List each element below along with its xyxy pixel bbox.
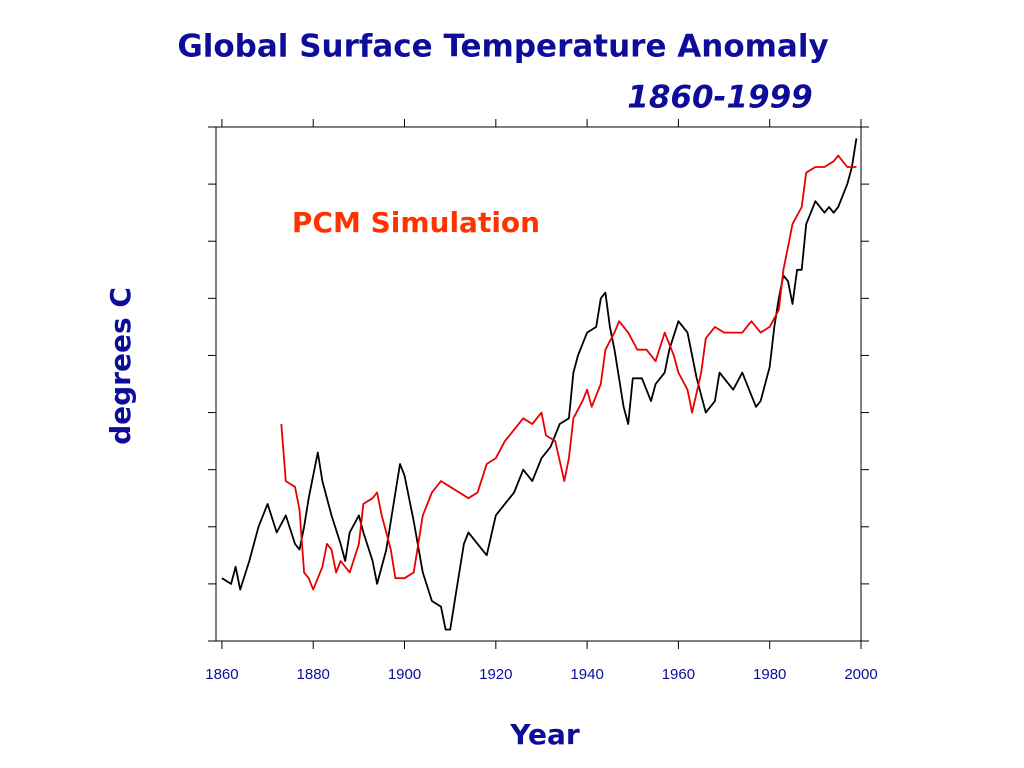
x-tick-label: 1940 [570, 666, 603, 683]
x-tick-label: 1920 [479, 666, 512, 683]
x-tick-label: 1960 [662, 666, 695, 683]
x-axis-label: Year [509, 718, 580, 751]
chart-title: Global Surface Temperature Anomaly [177, 29, 828, 65]
series-line [280, 154, 857, 591]
series-label: PCM Simulation [292, 206, 540, 239]
chart-subtitle: 1860-1999 [627, 80, 812, 116]
x-tick-label: 1860 [205, 666, 238, 683]
x-tick-label: 1900 [388, 666, 421, 683]
x-tick-label: 1980 [753, 666, 786, 683]
y-axis-label: degrees C [104, 287, 137, 445]
plot-frame [215, 126, 862, 642]
series-line [221, 138, 858, 631]
x-tick-label: 2000 [844, 666, 877, 683]
x-tick-label: 1880 [297, 666, 330, 683]
